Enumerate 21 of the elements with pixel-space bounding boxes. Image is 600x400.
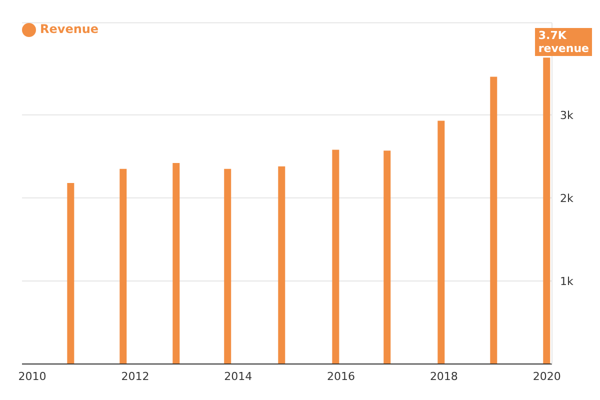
y-tick-label: 1k [560,274,574,288]
x-tick-label: 2014 [224,370,252,383]
y-tick-label: 3k [560,108,574,122]
bar [438,120,445,364]
bar [172,163,180,364]
x-tick-label: 2020 [532,370,561,383]
x-tick-label: 2018 [430,370,458,383]
annotation: revenue [538,42,589,55]
x-tick-label: 2010 [18,370,46,383]
bar [67,182,74,364]
bar [278,166,286,364]
x-tick-label: 2016 [327,370,356,383]
legend-label: Revenue [40,22,99,36]
y-tick-label: 2k [560,192,574,205]
x-tick-label: 2012 [121,370,150,383]
bar [490,76,498,364]
annotation: 3.7K [538,29,568,42]
bar [224,168,232,364]
bar [120,168,127,364]
bar [332,150,340,364]
bar [384,150,391,364]
